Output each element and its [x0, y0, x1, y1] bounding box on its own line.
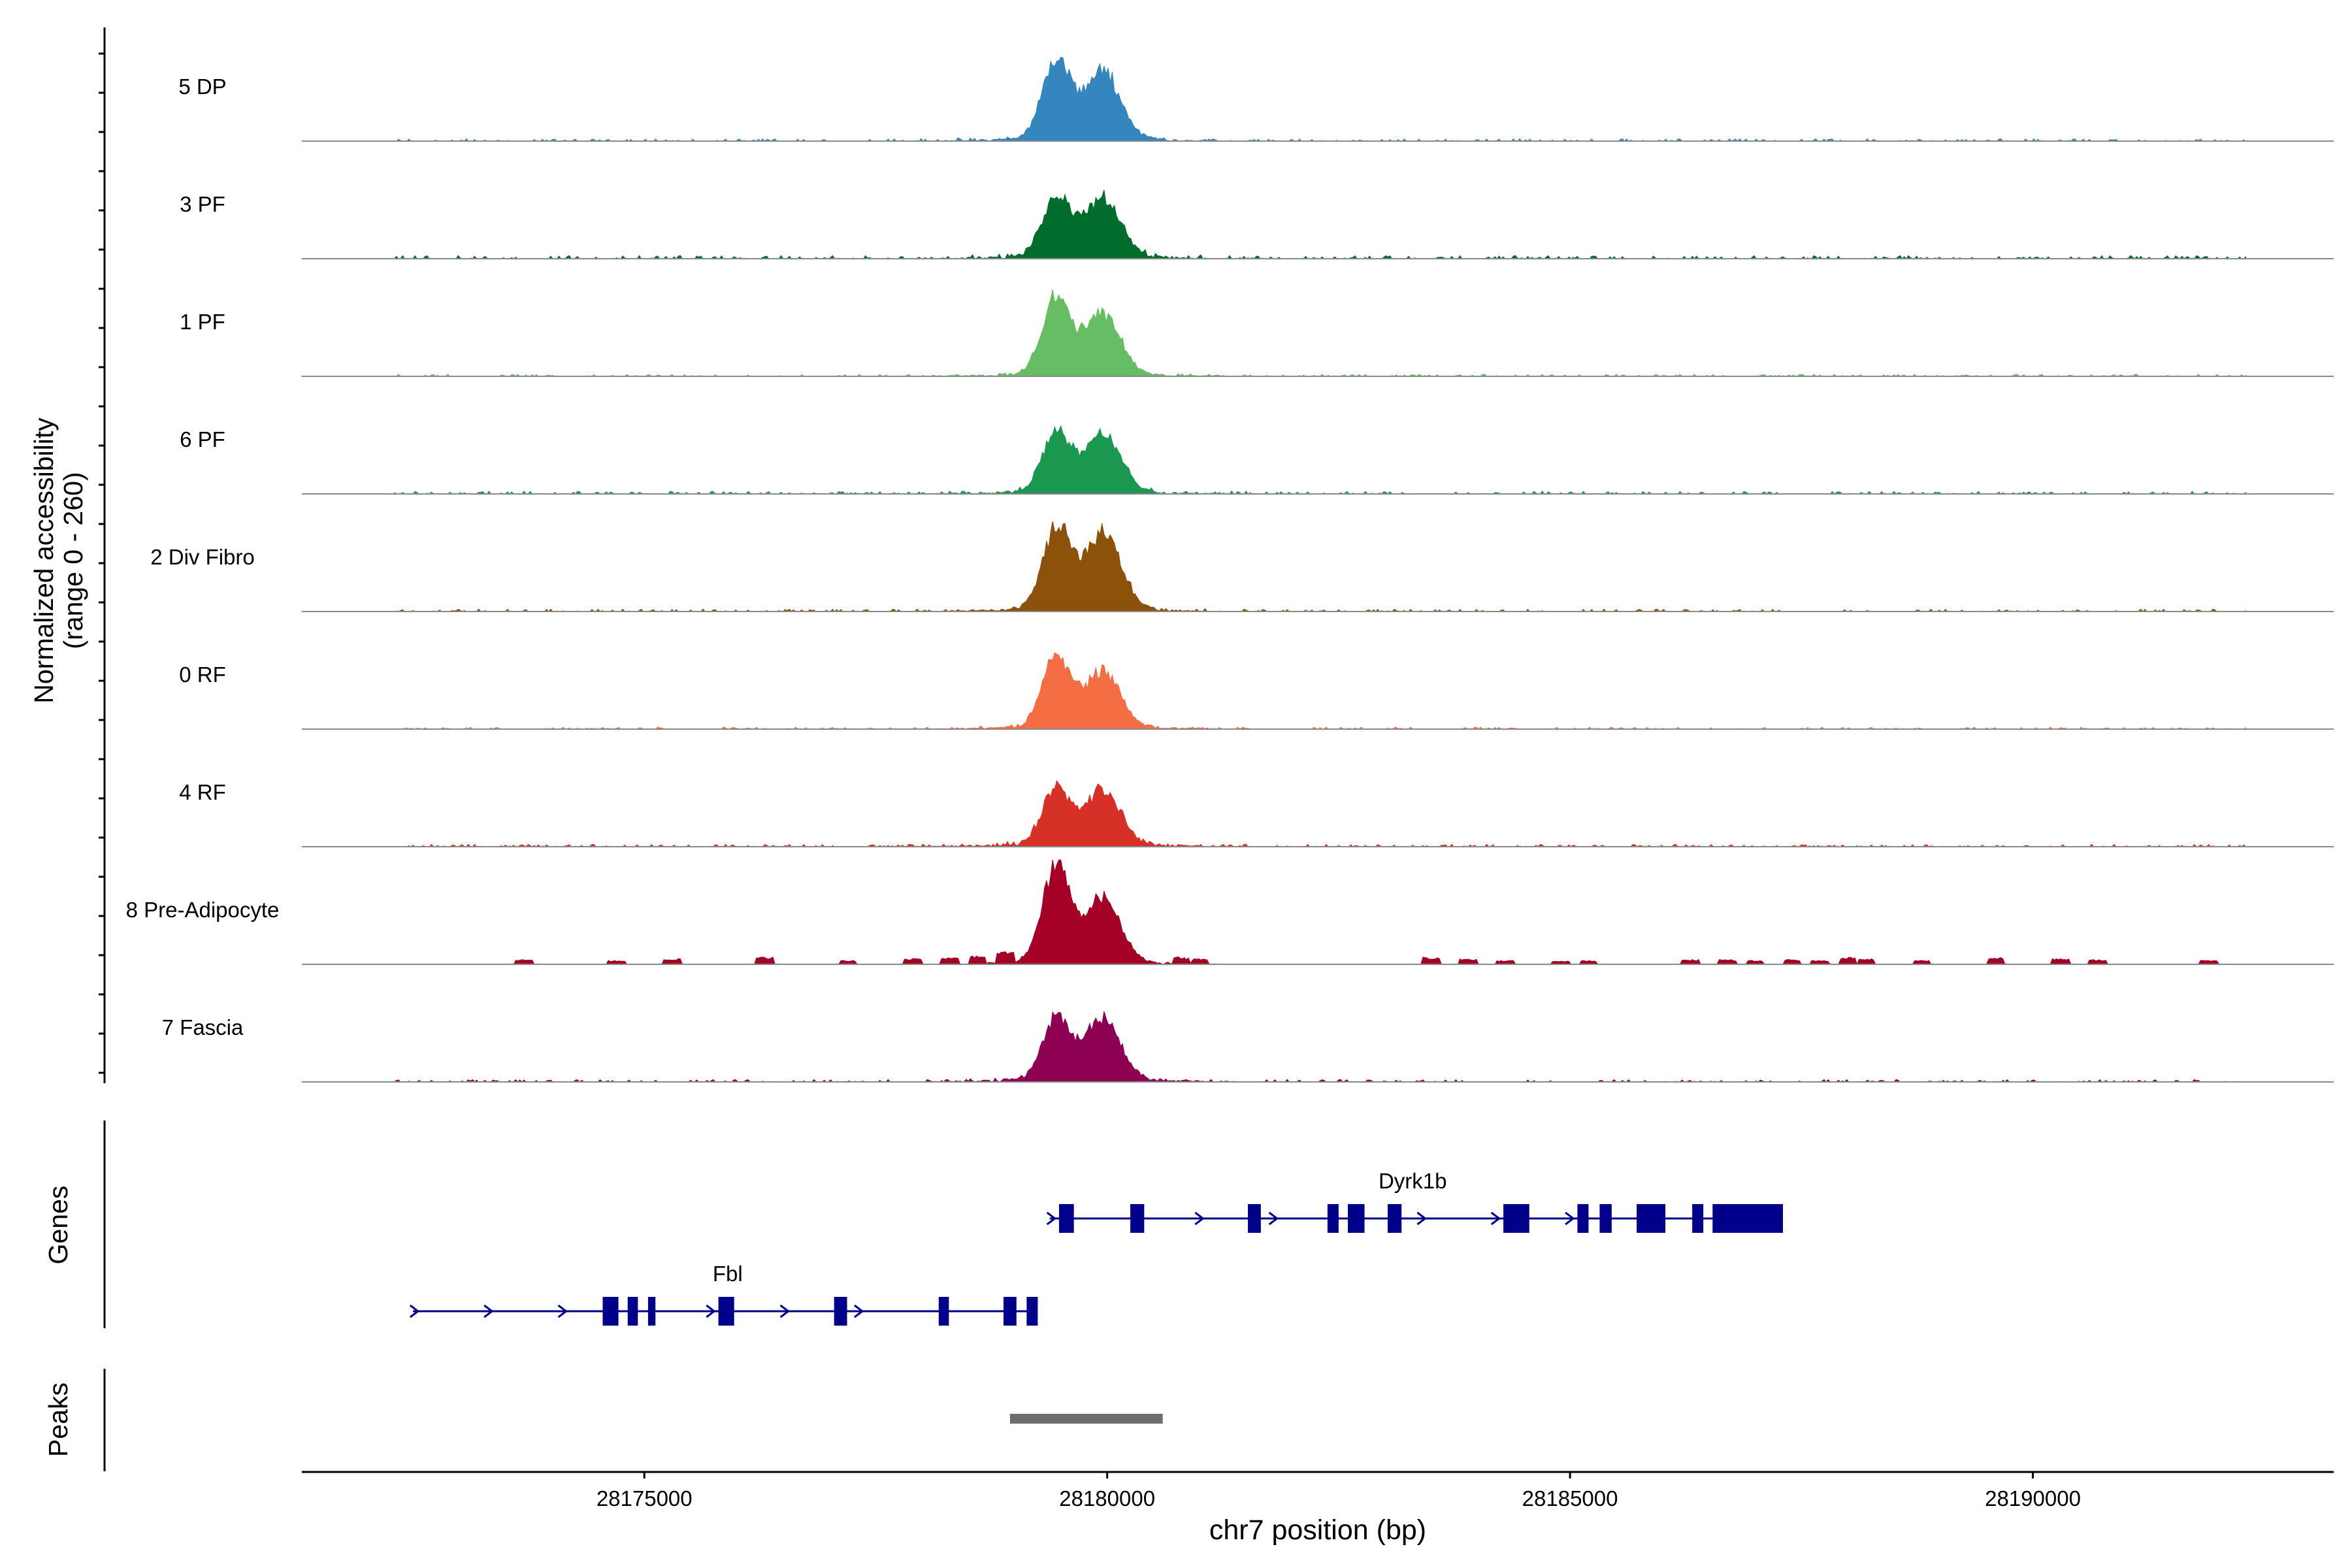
x-tick-label: 28180000 [1059, 1486, 1155, 1511]
x-tick-label: 28190000 [1985, 1486, 2081, 1511]
coverage-track: 0 RF [179, 652, 2334, 730]
exon [1637, 1204, 1666, 1233]
strand-arrow [779, 1304, 791, 1318]
coverage-y-axis [99, 27, 106, 1083]
genes-track-label: Genes [43, 1186, 73, 1265]
strand-arrow [854, 1304, 864, 1318]
exon [1026, 1297, 1038, 1326]
exon [1577, 1204, 1589, 1233]
strand-arrow [483, 1304, 494, 1318]
x-tick-label: 28175000 [596, 1486, 693, 1511]
coverage-track: 1 PF [180, 289, 2334, 377]
strand-arrow [1194, 1211, 1205, 1226]
coverage-area [394, 652, 2246, 730]
track-label: 3 PF [180, 192, 225, 216]
track-label: 8 Pre-Adipocyte [126, 898, 280, 922]
coverage-area [393, 189, 2246, 259]
x-axis: 28175000 28180000 28185000 28190000 [302, 1471, 2334, 1511]
track-label: 2 Div Fibro [150, 545, 255, 569]
coverage-track: 7 Fascia [162, 1011, 2334, 1083]
exon [627, 1297, 638, 1326]
track-label: 6 PF [180, 427, 225, 451]
coverage-area [394, 57, 2247, 142]
coverage-track: 5 DP [178, 57, 2334, 142]
peaks-track [1009, 1414, 1163, 1424]
coverage-area [394, 521, 2246, 612]
strand-arrow [706, 1304, 716, 1318]
exon [647, 1297, 656, 1326]
strand-arrow [1268, 1211, 1279, 1226]
coverage-area [394, 289, 2246, 377]
coverage-area [394, 859, 2246, 966]
track-label: 4 RF [179, 780, 226, 804]
x-tick-label: 28185000 [1522, 1486, 1618, 1511]
exon [834, 1297, 847, 1326]
coverage-tracks: 5 DP 3 PF 1 PF 6 PF 2 Div Fibro 0 RF 4 RF 8 Pre… [126, 57, 2334, 1083]
strand-arrow [557, 1304, 568, 1318]
strand-arrow [1490, 1211, 1501, 1226]
coverage-area [393, 1011, 2246, 1083]
track-label: 5 DP [178, 74, 226, 99]
exon [1327, 1204, 1339, 1233]
gene-model: Fbl [409, 1262, 1038, 1326]
exon [1130, 1204, 1145, 1233]
gene-name-label: Dyrk1b [1379, 1169, 1447, 1193]
coverage-track: 6 PF [180, 425, 2334, 495]
gene-model: Dyrk1b [1046, 1169, 1783, 1233]
x-axis-label: chr7 position (bp) [1209, 1514, 1426, 1546]
coverage-track: 2 Div Fibro [150, 521, 2334, 612]
strand-arrow [1046, 1211, 1057, 1226]
coverage-area [394, 425, 2246, 495]
y-axis-range-label: (range 0 - 260) [58, 472, 88, 649]
gene-name-label: Fbl [713, 1262, 743, 1286]
track-label: 7 Fascia [162, 1015, 244, 1039]
peak-region [1009, 1414, 1163, 1424]
genes-track: Dyrk1b Fbl [409, 1169, 1783, 1326]
exon [1503, 1204, 1529, 1233]
track-label: 1 PF [180, 310, 225, 334]
exon [1599, 1204, 1612, 1233]
exon [1003, 1297, 1017, 1326]
exon [1248, 1204, 1261, 1233]
coverage-track: 3 PF [180, 189, 2334, 259]
strand-arrow [1416, 1211, 1427, 1226]
exon [718, 1297, 734, 1326]
coverage-track: 4 RF [179, 779, 2334, 847]
exon [1348, 1204, 1365, 1233]
exon [1712, 1204, 1783, 1233]
y-axis-label: Normalized accessibility [29, 417, 59, 704]
exon [1387, 1204, 1402, 1233]
exon [1692, 1204, 1704, 1233]
exon [602, 1297, 619, 1326]
strand-arrow [409, 1304, 420, 1318]
exon [1058, 1204, 1074, 1233]
strand-arrow [1565, 1211, 1575, 1226]
exon [938, 1297, 949, 1326]
track-label: 0 RF [179, 662, 226, 687]
coverage-area [394, 779, 2247, 847]
peaks-track-label: Peaks [43, 1382, 73, 1457]
coverage-track: 8 Pre-Adipocyte [126, 859, 2334, 966]
